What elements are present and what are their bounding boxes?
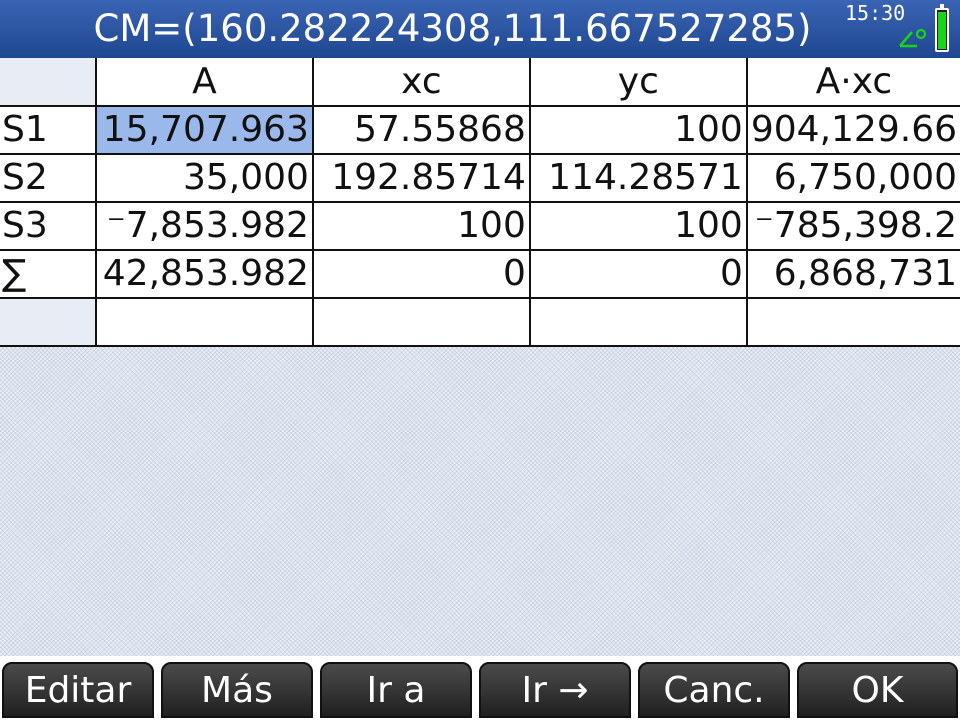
column-header-a-xc[interactable]: A·xc (745, 58, 960, 107)
column-header-xc[interactable]: xc (311, 58, 531, 107)
cell-s3-a[interactable]: ⁻7,853.982 (94, 201, 314, 251)
row-header-s2[interactable]: S2 (0, 153, 97, 203)
column-header-a[interactable]: A (94, 58, 314, 107)
table-row (0, 297, 960, 347)
cell-s3-yc[interactable]: 100 (528, 201, 748, 251)
cell-s2-yc[interactable]: 114.28571 (528, 153, 748, 203)
soft-menu-bar: Editar Más Ir a Ir → Canc. OK (0, 658, 960, 720)
cell-s1-yc[interactable]: 100 (528, 105, 748, 155)
edit-button[interactable]: Editar (2, 662, 154, 718)
row-header-sum[interactable]: ∑ (0, 249, 97, 299)
cell-sum-a[interactable]: 42,853.982 (94, 249, 314, 299)
cell-empty-axc[interactable] (745, 297, 960, 347)
angle-degrees-icon (899, 28, 927, 48)
cell-s3-xc[interactable]: 100 (311, 201, 531, 251)
table-row: ∑ 42,853.982 0 0 6,868,731 (0, 249, 960, 299)
goto-button[interactable]: Ir a (320, 662, 472, 718)
battery-icon (935, 4, 949, 52)
cell-s1-xc[interactable]: 57.55868 (311, 105, 531, 155)
cell-s1-a[interactable]: 15,707.963 (94, 105, 314, 155)
cell-empty-xc[interactable] (311, 297, 531, 347)
row-header-s1[interactable]: S1 (0, 105, 97, 155)
row-header-empty[interactable] (0, 297, 97, 347)
cell-s3-axc[interactable]: ⁻785,398.2 (745, 201, 960, 251)
go-direction-button[interactable]: Ir → (479, 662, 631, 718)
corner-cell[interactable] (0, 58, 97, 107)
row-header-s3[interactable]: S3 (0, 201, 97, 251)
cell-sum-xc[interactable]: 0 (311, 249, 531, 299)
cell-s1-axc[interactable]: 904,129.66 (745, 105, 960, 155)
cancel-button[interactable]: Canc. (638, 662, 790, 718)
cell-s2-a[interactable]: 35,000 (94, 153, 314, 203)
cell-empty-a[interactable] (94, 297, 314, 347)
column-header-yc[interactable]: yc (528, 58, 748, 107)
more-button[interactable]: Más (161, 662, 313, 718)
spreadsheet-table: A xc yc A·xc S1 15,707.963 57.55868 100 … (0, 58, 960, 347)
cell-empty-yc[interactable] (528, 297, 748, 347)
ok-button[interactable]: OK (797, 662, 958, 718)
center-of-mass-title: CM=(160.282224308,111.667527285) (93, 7, 812, 50)
title-bar: CM=(160.282224308,111.667527285) 15:30 (0, 0, 960, 58)
cell-s2-xc[interactable]: 192.85714 (311, 153, 531, 203)
table-row: S2 35,000 192.85714 114.28571 6,750,000 (0, 153, 960, 203)
table-row: S3 ⁻7,853.982 100 100 ⁻785,398.2 (0, 201, 960, 251)
cell-sum-yc[interactable]: 0 (528, 249, 748, 299)
clock: 15:30 (845, 1, 906, 25)
cell-s2-axc[interactable]: 6,750,000 (745, 153, 960, 203)
table-row: S1 15,707.963 57.55868 100 904,129.66 (0, 105, 960, 155)
cell-sum-axc[interactable]: 6,868,731 (745, 249, 960, 299)
